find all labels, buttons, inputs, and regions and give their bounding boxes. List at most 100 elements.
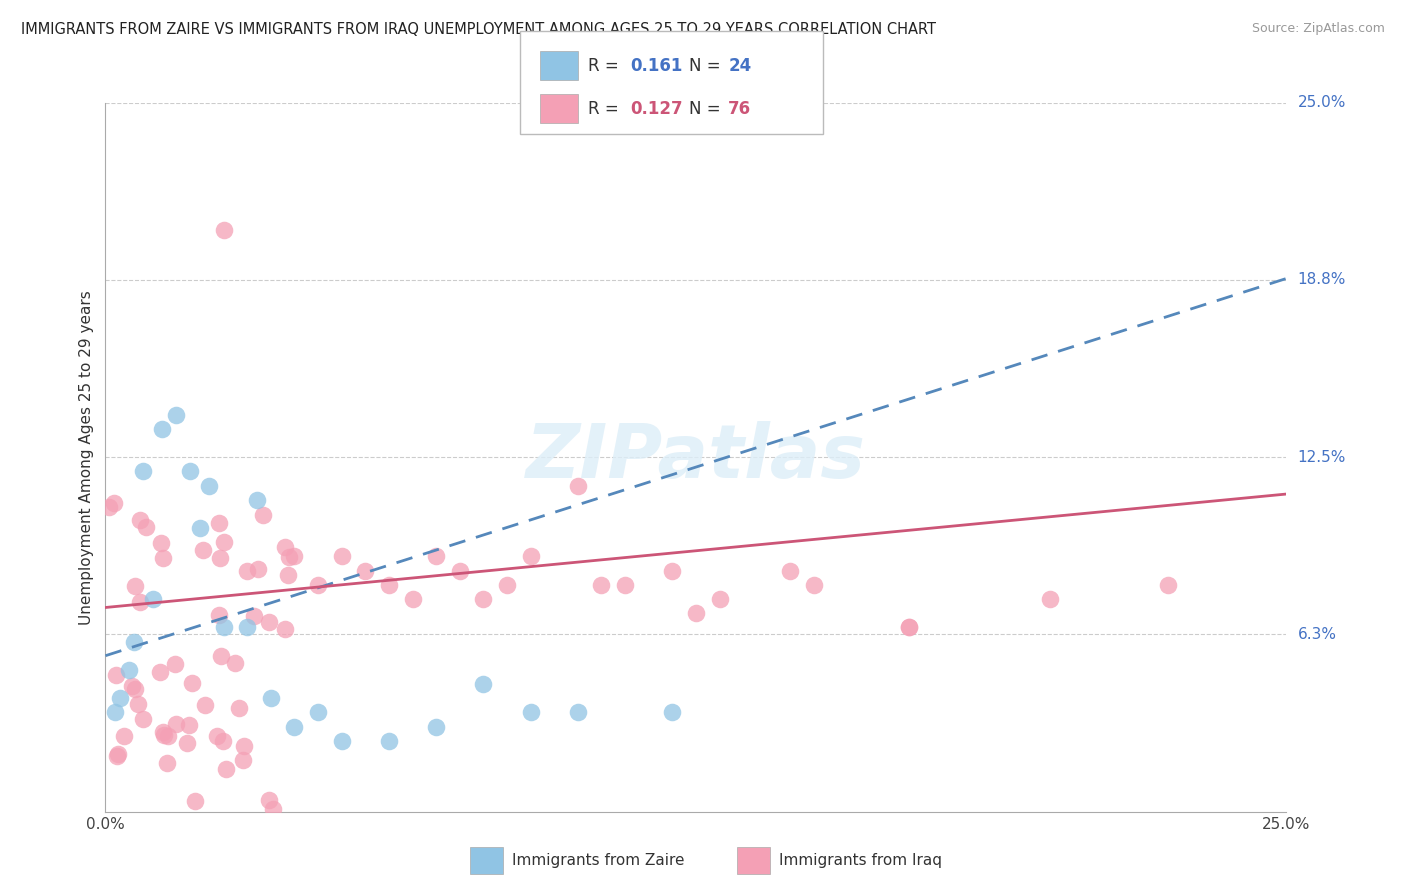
Point (283, 549, 305, 564)
Point (165, 716, 187, 731)
Text: 76: 76 (728, 100, 751, 118)
Point (232, 739, 254, 754)
Point (307, 578, 329, 592)
Point (236, 564, 259, 578)
Point (132, 464, 155, 478)
Point (122, 634, 145, 648)
Point (567, 706, 589, 720)
Point (194, 698, 217, 712)
Text: 12.5%: 12.5% (1298, 450, 1346, 465)
Point (165, 408, 187, 422)
Point (277, 550, 299, 565)
Point (472, 592, 495, 607)
Point (262, 802, 284, 816)
Point (685, 606, 707, 620)
Point (152, 551, 174, 566)
Point (153, 728, 176, 742)
Point (378, 578, 401, 592)
Point (709, 592, 731, 607)
Point (198, 478, 221, 492)
Point (129, 513, 152, 527)
Point (149, 665, 172, 679)
Point (209, 648, 232, 663)
Point (257, 615, 280, 630)
Point (519, 706, 541, 720)
Point (661, 706, 683, 720)
Point (449, 564, 471, 578)
Point (425, 720, 447, 734)
Point (132, 712, 155, 726)
Point (257, 793, 280, 807)
Point (212, 535, 235, 549)
Point (98, 500, 121, 515)
Point (121, 679, 143, 693)
Text: N =: N = (689, 100, 725, 118)
Point (283, 720, 305, 734)
Text: Source: ZipAtlas.com: Source: ZipAtlas.com (1251, 22, 1385, 36)
Text: N =: N = (689, 57, 725, 75)
Point (107, 749, 129, 764)
Point (208, 608, 231, 623)
Text: Immigrants from Iraq: Immigrants from Iraq (779, 854, 942, 868)
Point (224, 657, 246, 671)
Text: 0.161: 0.161 (630, 57, 682, 75)
Point (330, 733, 353, 747)
Point (180, 676, 202, 690)
Point (274, 540, 297, 554)
Point (105, 668, 128, 682)
Point (247, 562, 270, 576)
Point (156, 756, 179, 770)
Point (215, 762, 238, 776)
Point (191, 543, 214, 558)
Text: ZIPatlas: ZIPatlas (526, 421, 866, 493)
Point (1157, 578, 1180, 592)
Point (567, 478, 589, 492)
Point (177, 718, 200, 732)
Point (108, 691, 131, 706)
Point (207, 516, 229, 530)
Point (124, 681, 146, 696)
Point (128, 595, 150, 609)
Point (897, 620, 920, 634)
Point (149, 536, 172, 550)
Y-axis label: Unemployment Among Ages 25 to 29 years: Unemployment Among Ages 25 to 29 years (79, 290, 94, 624)
Point (232, 753, 254, 767)
Point (209, 550, 232, 565)
Point (277, 567, 299, 582)
Point (614, 578, 637, 592)
Point (103, 496, 125, 510)
Text: 0.127: 0.127 (630, 100, 682, 118)
Point (142, 592, 165, 607)
Text: 24: 24 (728, 57, 752, 75)
Text: IMMIGRANTS FROM ZAIRE VS IMMIGRANTS FROM IRAQ UNEMPLOYMENT AMONG AGES 25 TO 29 Y: IMMIGRANTS FROM ZAIRE VS IMMIGRANTS FROM… (21, 22, 936, 37)
Point (207, 729, 229, 743)
Point (1039, 592, 1062, 607)
Point (246, 492, 269, 507)
Point (212, 734, 235, 748)
Point (112, 729, 135, 743)
Point (152, 725, 174, 739)
Point (150, 422, 173, 436)
Point (107, 747, 129, 761)
Point (496, 578, 519, 592)
Point (243, 609, 266, 624)
Text: 6.3%: 6.3% (1298, 627, 1337, 642)
Point (897, 620, 920, 634)
Point (183, 794, 205, 808)
Text: R =: R = (588, 57, 624, 75)
Point (124, 579, 146, 593)
Point (401, 592, 423, 607)
Point (591, 578, 613, 592)
Point (472, 677, 495, 691)
Point (519, 549, 541, 564)
Point (307, 706, 329, 720)
Point (156, 729, 179, 743)
Point (378, 733, 401, 747)
Point (179, 464, 201, 478)
Point (252, 508, 274, 523)
Point (779, 564, 801, 578)
Point (212, 620, 235, 634)
Point (188, 521, 211, 535)
Point (330, 549, 353, 564)
Text: 25.0%: 25.0% (1298, 95, 1346, 110)
